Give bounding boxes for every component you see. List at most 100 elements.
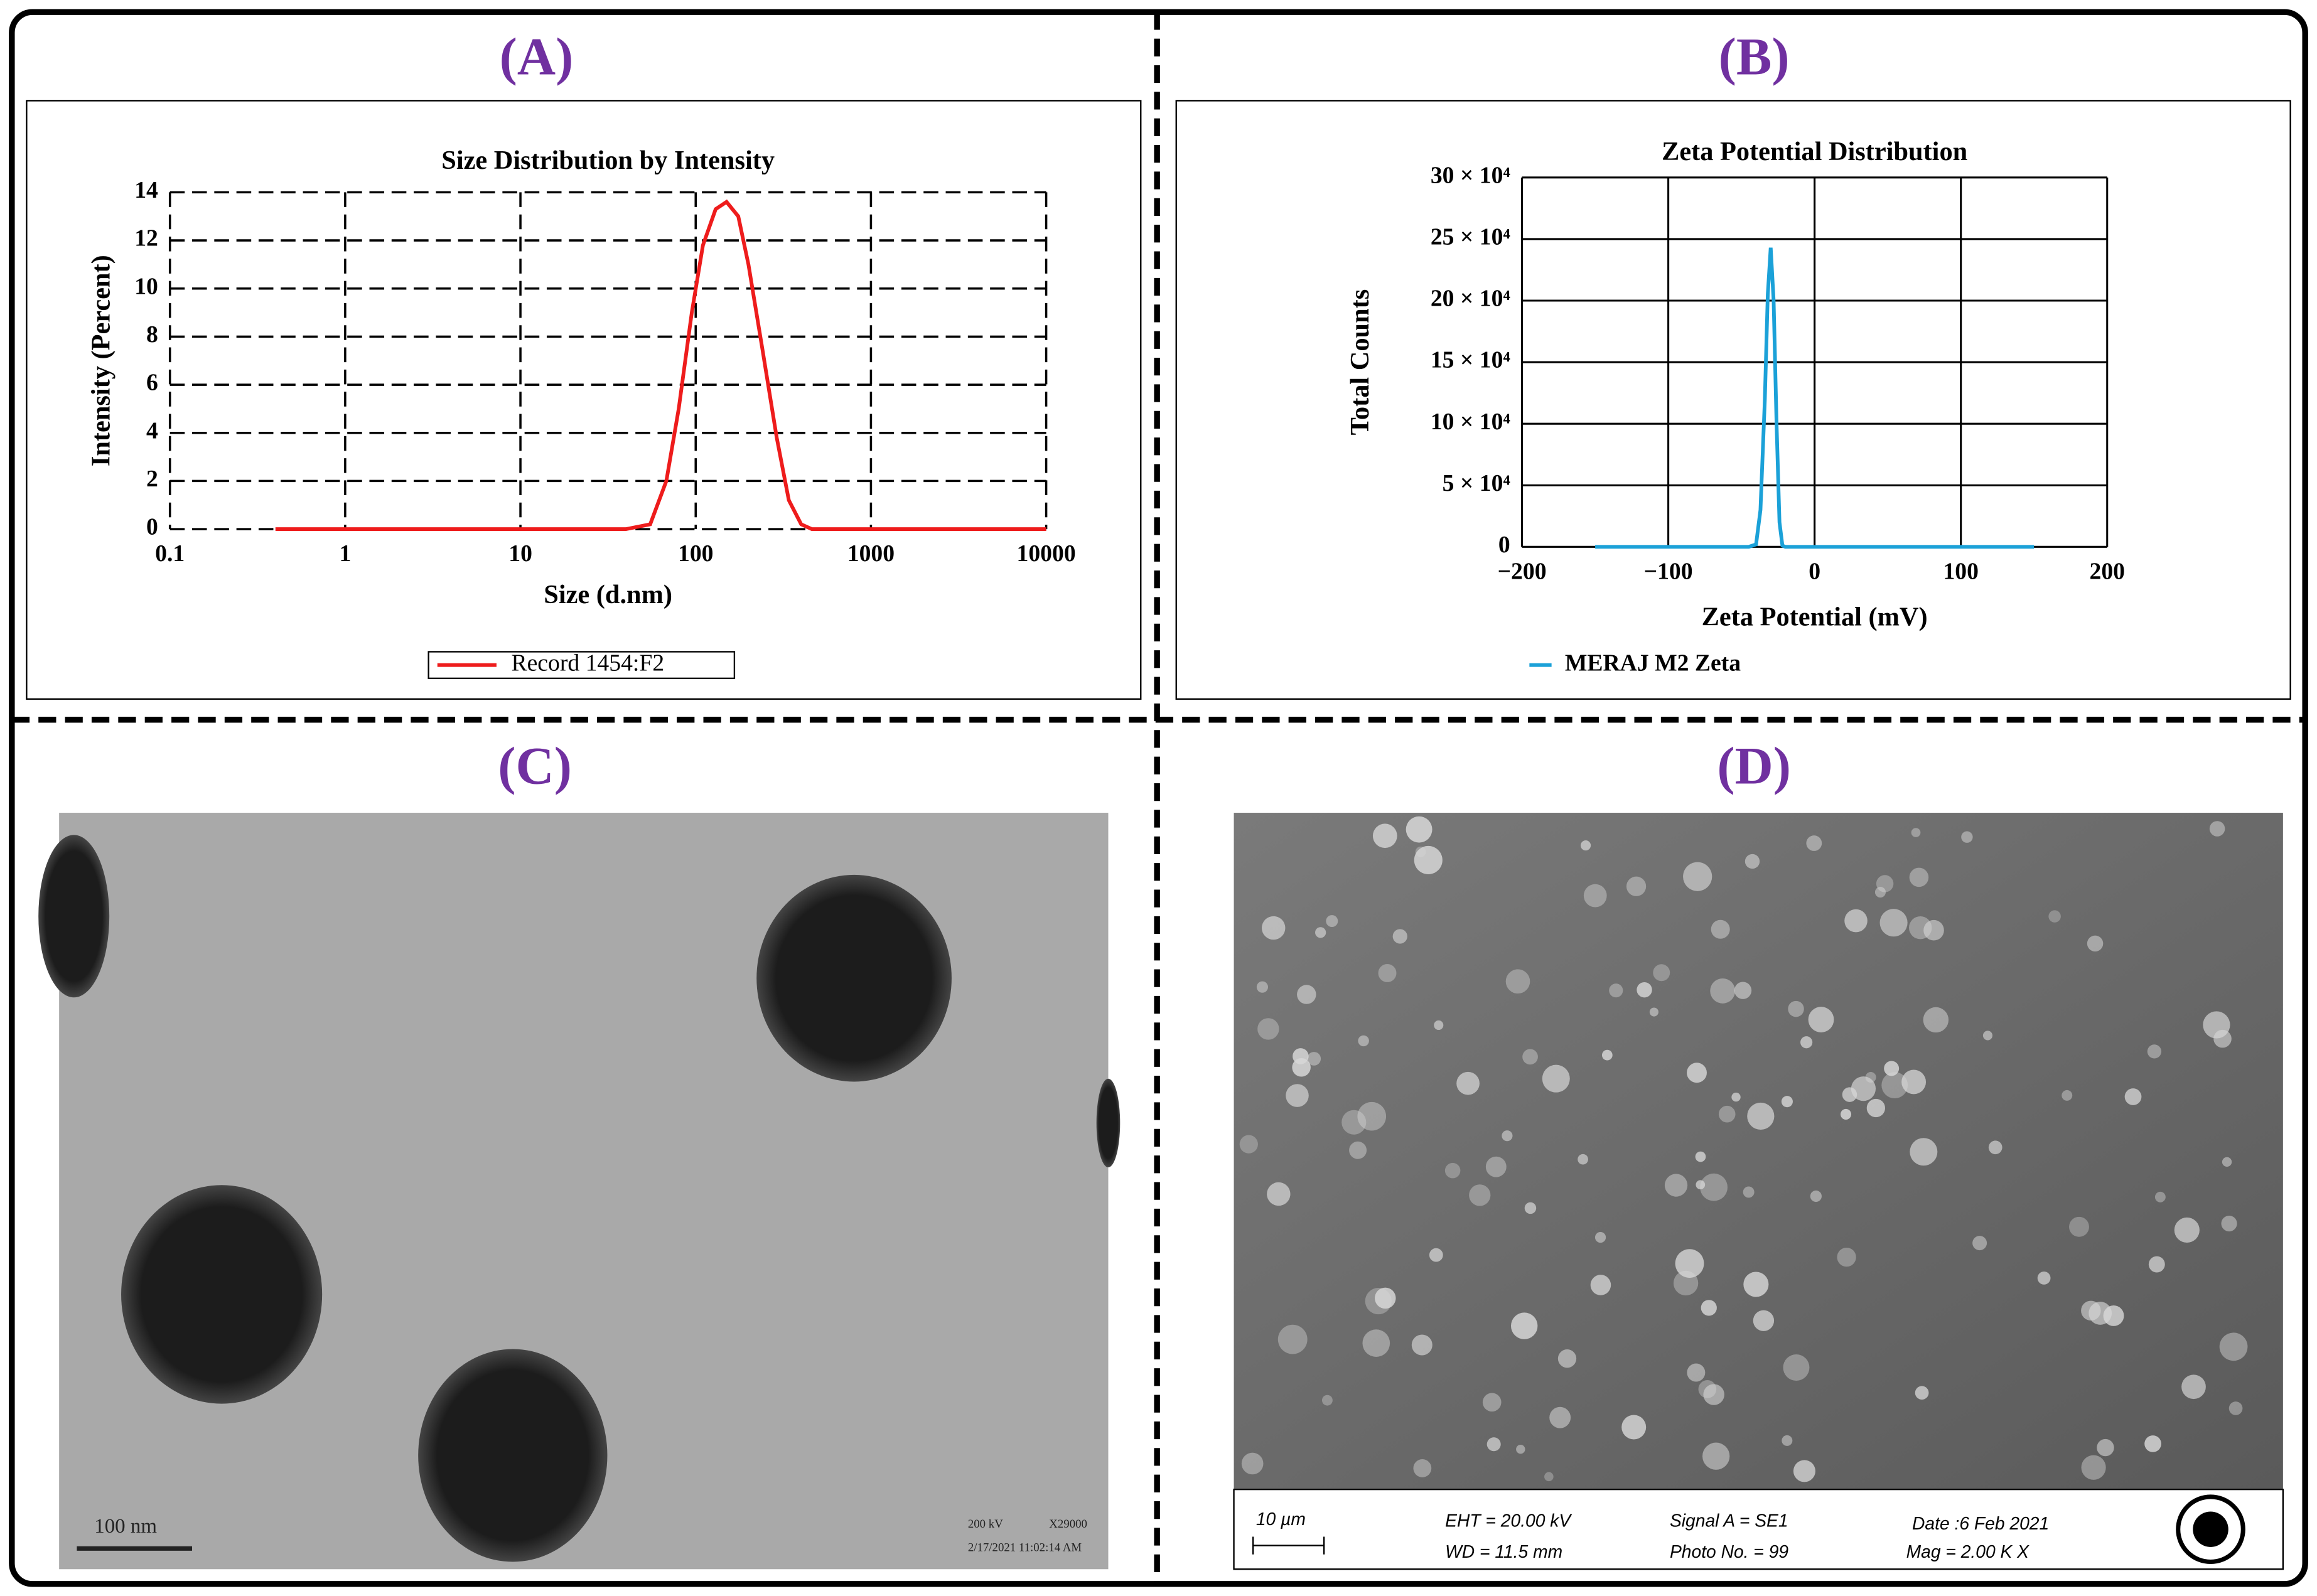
sem-particle (1326, 915, 1338, 928)
sem-particle (1257, 1018, 1279, 1040)
series-line (1595, 247, 2035, 549)
sem-particle (1753, 1310, 1775, 1331)
sem-particle (2154, 1191, 2166, 1202)
sem-particle (1788, 1000, 1804, 1017)
sem-particle (1781, 1096, 1793, 1108)
sem-particle (2124, 1088, 2142, 1105)
sem-particle (1710, 978, 1736, 1004)
chart-title: Size Distribution by Intensity (441, 146, 775, 175)
y-tick-label: 0 (146, 514, 158, 540)
sem-particle (1653, 964, 1670, 982)
sem-particle (1262, 916, 1286, 940)
sem-particle (1580, 840, 1591, 851)
sem-particle (2081, 1455, 2106, 1480)
sem-particle (1482, 1393, 1502, 1412)
sem-particle (1429, 1248, 1443, 1262)
sem-particle (1840, 1108, 1852, 1120)
sem-particle (1286, 1084, 1309, 1107)
sem-particle (1695, 1151, 1706, 1162)
sem-particle (1241, 1452, 1264, 1475)
y-axis-label: Total Counts (1345, 289, 1375, 436)
x-tick-label: −200 (1498, 558, 1547, 584)
legend-label: Record 1454:F2 (511, 650, 664, 676)
sem-particle (1923, 919, 1944, 941)
y-tick-label: 5 × 10⁴ (1443, 470, 1510, 496)
x-tick-label: 100 (1943, 558, 1978, 584)
sem-particle (1505, 969, 1530, 994)
sem-particle (1583, 884, 1607, 908)
sem-particle (1434, 1020, 1444, 1031)
sem-particle (1626, 876, 1647, 896)
y-tick-label: 12 (134, 225, 158, 252)
y-tick-label: 14 (134, 177, 158, 203)
sem-particle (1734, 982, 1752, 999)
sem-particle (1485, 1156, 1507, 1177)
sem-particle (1594, 1231, 1606, 1243)
x-tick-label: −100 (1644, 558, 1693, 584)
sem-particle (1782, 1435, 1793, 1446)
sem-particle (1675, 1249, 1704, 1278)
sem-particle (1664, 1174, 1688, 1197)
sem-particle (1239, 1135, 1258, 1154)
sem-particle (1800, 1036, 1813, 1049)
sem-particle (2037, 1272, 2051, 1285)
sem-particle (1267, 1182, 1291, 1206)
sem-particle (1837, 1247, 1856, 1267)
x-tick-label: 1000 (847, 540, 895, 567)
sem-particle (1256, 981, 1268, 993)
x-tick-label: 10000 (1017, 540, 1076, 567)
sem-particle (1293, 1048, 1309, 1064)
legend-label: MERAJ M2 Zeta (1565, 650, 1741, 676)
sem-particle (2048, 910, 2061, 923)
sem-particle (1702, 1442, 1730, 1470)
sem-particle (2222, 1157, 2232, 1167)
sem-particle (1297, 985, 1316, 1004)
sem-particle (1415, 846, 1426, 857)
sem-particle (1743, 1186, 1755, 1198)
sem-particle (1522, 1049, 1538, 1065)
sem-particle (1747, 1102, 1775, 1130)
sem-particle (2147, 1044, 2162, 1059)
sem-particle (1516, 1445, 1525, 1454)
sem-particle (1743, 1272, 1769, 1297)
sem-particle (1961, 831, 1973, 843)
sem-info: WD = 11.5 mm (1445, 1541, 1562, 1561)
sem-particle (2144, 1435, 2161, 1452)
x-tick-label: 0 (1809, 558, 1820, 584)
sem-particle (1392, 929, 1407, 944)
sem-particle (1683, 862, 1712, 891)
sem-info: Date :6 Feb 2021 (1912, 1513, 2049, 1533)
sem-particle (1866, 1098, 1886, 1118)
sem-particle (1378, 963, 1397, 982)
panel-label: (B) (1719, 28, 1790, 87)
sem-particle (2228, 1401, 2243, 1415)
sem-particle (1810, 1190, 1822, 1202)
sem-particle (1910, 1138, 1938, 1166)
sem-particle (1696, 1180, 1706, 1190)
sem-particle (2221, 1215, 2237, 1232)
y-tick-label: 8 (146, 321, 158, 348)
sem-particle (1621, 1415, 1647, 1440)
sem-particle (1277, 1324, 1308, 1354)
sem-particle (1444, 1162, 1461, 1179)
sem-particle (1806, 835, 1822, 851)
sem-particle (2087, 935, 2104, 952)
y-tick-label: 20 × 10⁴ (1431, 286, 1510, 312)
sem-particle (1362, 1329, 1390, 1357)
sem-particle (1881, 1072, 1908, 1099)
sem-particle (1698, 1380, 1717, 1398)
sem-particle (1349, 1141, 1367, 1159)
y-tick-label: 15 × 10⁴ (1431, 347, 1510, 373)
sem-particle (1411, 1334, 1433, 1356)
sem-image: 10 µm EHT = 20.00 kV WD = 11.5 mm Signal… (1233, 813, 2284, 1570)
sem-particle (1988, 1140, 2003, 1155)
sem-particle (1687, 1063, 1707, 1083)
sem-particle (1315, 927, 1326, 938)
sem-particle (1609, 983, 1623, 998)
sem-particle (1486, 1437, 1501, 1452)
panel-frame (1175, 100, 2291, 700)
sem-particle (1884, 1061, 1900, 1076)
sem-particle (1701, 1300, 1717, 1316)
x-tick-label: 100 (678, 540, 713, 567)
